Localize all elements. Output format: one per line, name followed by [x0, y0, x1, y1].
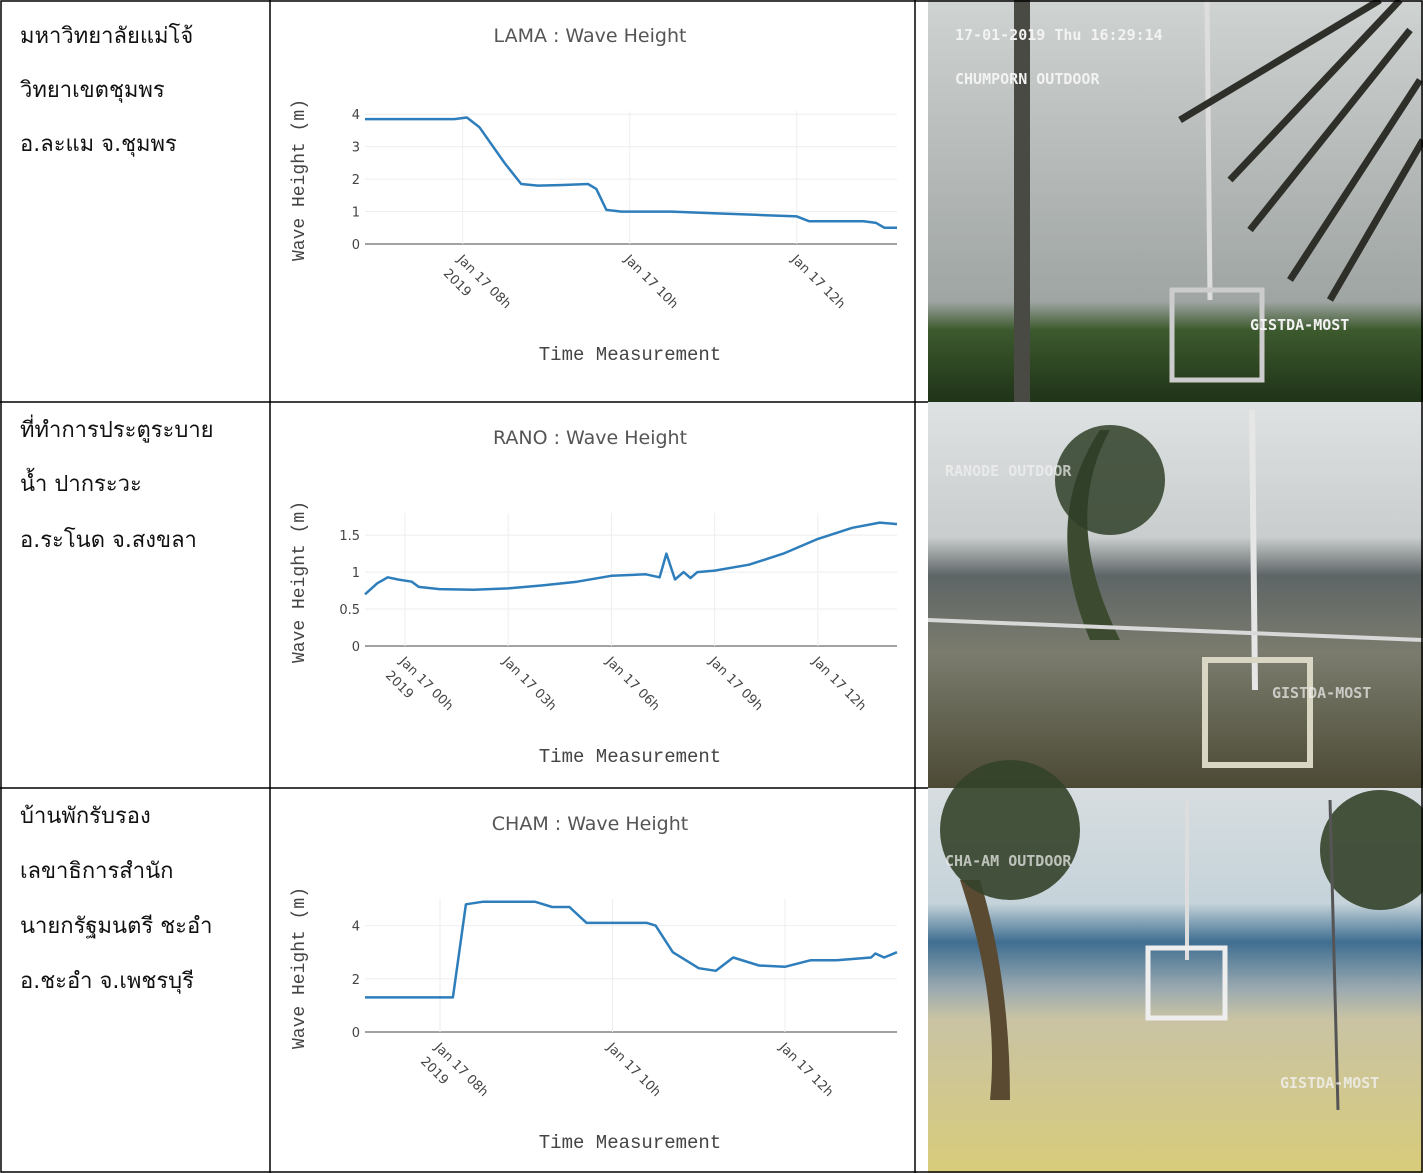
image-overlay: RANODE OUTDOOR: [945, 462, 1072, 480]
chart-title: RANO : Wave Height: [493, 427, 687, 449]
x-tick-label: Jan 17 10h: [620, 252, 681, 313]
y-axis-label: Wave Height (m): [290, 501, 310, 663]
y-tick-label: 3: [352, 141, 360, 156]
image-overlay: CHA-AM OUTDOOR: [945, 852, 1072, 870]
y-tick-label: 2: [352, 173, 360, 188]
y-tick-label: 1: [352, 206, 360, 221]
x-tick-label: Jan 17 12h: [808, 654, 869, 715]
x-tick-label: Jan 17 06h: [602, 654, 663, 715]
x-tick-label: Jan 17 03h: [499, 654, 560, 715]
y-tick-label: 1: [352, 566, 360, 581]
data-line: [365, 116, 897, 230]
location-line: อ.ชะอำ จ.เพชรบุรี: [20, 969, 194, 994]
y-axis-label: Wave Height (m): [290, 99, 310, 261]
camera-image: [927, 402, 1423, 788]
location-line: บ้านพักรับรอง: [20, 804, 151, 829]
y-tick-label: 4: [352, 920, 360, 935]
image-overlay: GISTDA-MOST: [1272, 684, 1371, 702]
x-tick-label: Jan 17 10h: [603, 1040, 664, 1101]
location-line: นายกรัฐมนตรี ชะอำ: [20, 914, 213, 939]
y-axis-label: Wave Height (m): [290, 887, 310, 1049]
camera-image: [928, 0, 1423, 402]
data-line: [364, 521, 898, 596]
x-tick-label: Jan 17 12h: [787, 252, 848, 313]
x-tick-label: Jan 17 09h: [705, 654, 766, 715]
location-line: ที่ทำการประตูระบาย: [20, 414, 214, 443]
y-tick-label: 0.5: [339, 603, 360, 618]
chart-title: LAMA : Wave Height: [494, 25, 687, 47]
y-tick-label: 0: [352, 640, 360, 655]
y-tick-label: 1.5: [339, 529, 360, 544]
y-tick-label: 0: [352, 1026, 360, 1041]
location-line: เลขาธิการสำนัก: [20, 859, 173, 884]
location-line: อ.ระโนด จ.สงขลา: [20, 527, 197, 553]
chart-title: CHAM : Wave Height: [492, 813, 688, 835]
x-axis-label: Time Measurement: [539, 1132, 721, 1154]
image-overlay: 17-01-2019 Thu 16:29:14: [955, 26, 1163, 44]
x-axis-label: Time Measurement: [539, 344, 721, 366]
image-overlay: GISTDA-MOST: [1280, 1074, 1379, 1092]
y-tick-label: 2: [352, 973, 360, 988]
location-line: วิทยาเขตชุมพร: [19, 78, 165, 103]
image-overlay: CHUMPORN OUTDOOR: [955, 70, 1100, 88]
x-axis-label: Time Measurement: [539, 746, 721, 768]
x-tick-label: Jan 17 12h: [775, 1040, 836, 1101]
y-tick-label: 0: [352, 238, 360, 253]
location-line: น้ำ ปากระวะ: [20, 468, 142, 497]
location-line: มหาวิทยาลัยแม่โจ้: [20, 23, 193, 49]
data-line: [365, 900, 898, 999]
image-overlay: GISTDA-MOST: [1250, 316, 1349, 334]
y-tick-label: 4: [352, 108, 360, 123]
location-line: อ.ละแม จ.ชุมพร: [20, 132, 177, 157]
camera-image: [928, 760, 1423, 1173]
